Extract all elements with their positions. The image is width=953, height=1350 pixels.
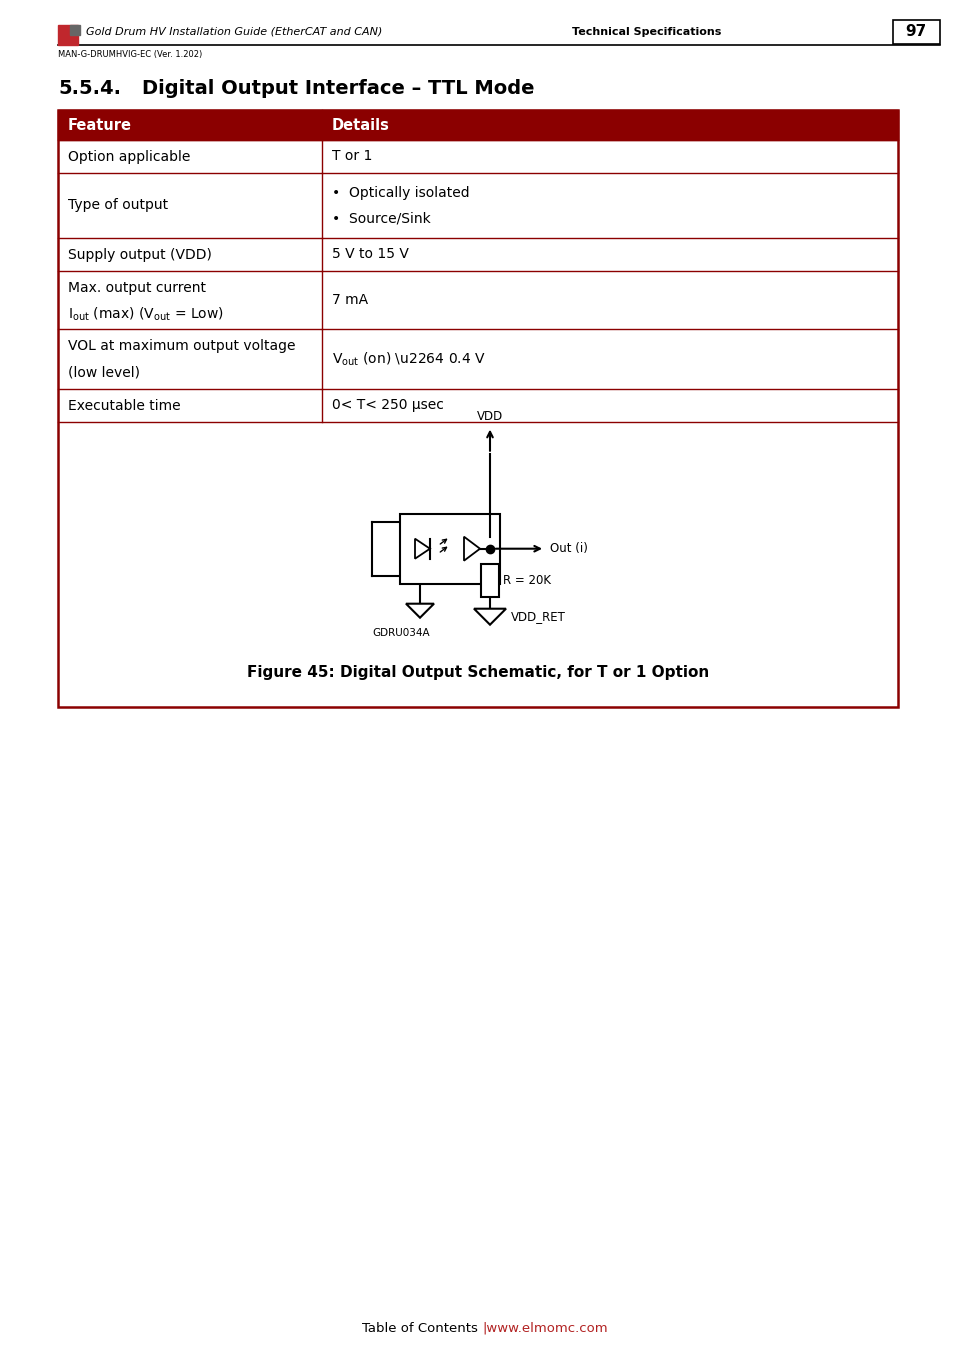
Bar — [480, 564, 498, 597]
Bar — [58, 26, 78, 45]
Text: (low level): (low level) — [68, 364, 140, 379]
Text: V$_\mathregular{out}$ (on) \u2264 0.4 V: V$_\mathregular{out}$ (on) \u2264 0.4 V — [332, 350, 485, 367]
Text: |www.elmomc.com: |www.elmomc.com — [481, 1322, 607, 1335]
Text: Executable time: Executable time — [68, 398, 180, 413]
Bar — [892, 20, 939, 45]
Text: Option applicable: Option applicable — [68, 150, 191, 163]
Text: MAN-G-DRUMHVIG-EC (Ver. 1.202): MAN-G-DRUMHVIG-EC (Ver. 1.202) — [58, 50, 202, 59]
Text: VOL at maximum output voltage: VOL at maximum output voltage — [68, 339, 295, 352]
Text: VDD: VDD — [476, 409, 502, 423]
Bar — [399, 514, 499, 583]
Polygon shape — [406, 603, 434, 618]
Text: R = 20K: R = 20K — [502, 574, 551, 587]
Text: Out (i): Out (i) — [550, 543, 587, 555]
Text: 7 mA: 7 mA — [332, 293, 368, 306]
Text: Digital Output Interface – TTL Mode: Digital Output Interface – TTL Mode — [142, 80, 534, 99]
Text: Type of output: Type of output — [68, 198, 168, 212]
Text: GDRU034A: GDRU034A — [372, 628, 429, 637]
Bar — [70, 26, 80, 35]
Text: 5 V to 15 V: 5 V to 15 V — [332, 247, 409, 262]
Text: 0< T< 250 μsec: 0< T< 250 μsec — [332, 398, 443, 413]
Text: Feature: Feature — [68, 117, 132, 132]
Polygon shape — [474, 609, 505, 625]
Text: 97: 97 — [904, 24, 925, 39]
Text: Technical Specifications: Technical Specifications — [572, 27, 720, 36]
Text: Table of Contents: Table of Contents — [362, 1322, 477, 1335]
Text: Gold Drum HV Installation Guide (EtherCAT and CAN): Gold Drum HV Installation Guide (EtherCA… — [86, 27, 382, 36]
Text: •  Optically isolated: • Optically isolated — [332, 185, 469, 200]
Text: I$_\mathregular{out}$ (max) (V$_\mathregular{out}$ = Low): I$_\mathregular{out}$ (max) (V$_\mathreg… — [68, 305, 224, 323]
Text: VDD_RET: VDD_RET — [511, 610, 565, 624]
Text: Supply output (VDD): Supply output (VDD) — [68, 247, 212, 262]
Text: Figure 45: Digital Output Schematic, for T or 1 Option: Figure 45: Digital Output Schematic, for… — [247, 664, 708, 679]
Text: T or 1: T or 1 — [332, 150, 372, 163]
Text: Max. output current: Max. output current — [68, 281, 206, 296]
Text: Details: Details — [332, 117, 390, 132]
Text: •  Source/Sink: • Source/Sink — [332, 212, 431, 225]
Text: 5.5.4.: 5.5.4. — [58, 80, 121, 99]
Bar — [58, 109, 897, 140]
Bar — [58, 109, 897, 707]
